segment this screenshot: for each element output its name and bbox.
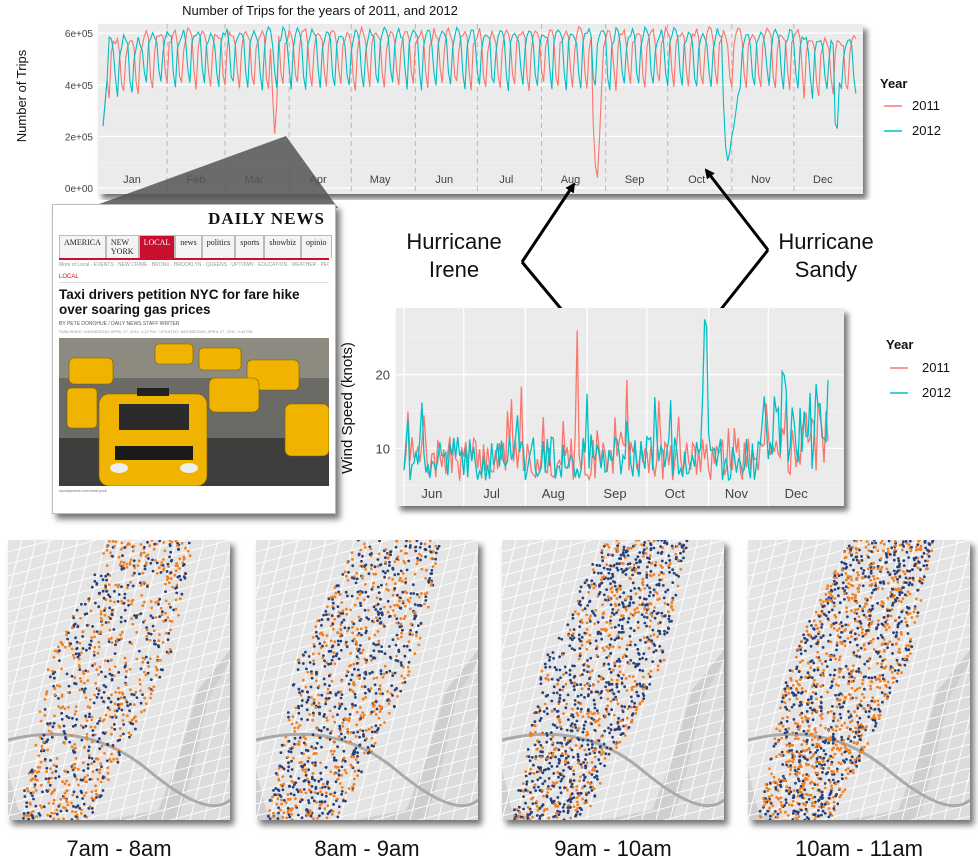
trips-x-tick-label: Jan [123, 174, 141, 186]
sandy-label-line2: Sandy [794, 257, 858, 282]
callout-wedge-shape [88, 136, 338, 208]
trips-series [102, 25, 857, 178]
sandy-arrow-up [704, 168, 770, 251]
wind-x-tick-label: Oct [665, 486, 686, 501]
irene-label-line2: Irene [428, 257, 480, 282]
news-nav-item[interactable]: showbiz [264, 235, 302, 258]
wind-y-tick-label: 20 [376, 368, 390, 383]
trips-legend-title: Year [880, 76, 907, 91]
news-nav-item[interactable]: sports [235, 235, 265, 258]
trips-x-tick-label: Oct [688, 174, 705, 186]
wind-x-tick-label: Aug [542, 486, 565, 501]
news-clipping: DAILY NEWS AMERICA NEW YORK LOCAL news polit… [52, 204, 336, 514]
map-streets [256, 540, 478, 820]
map-highway [748, 732, 970, 808]
trips-y-tick-label: 4e+05 [65, 81, 94, 92]
trips-line-2012 [102, 25, 857, 162]
map-pickup-dots [22, 540, 192, 820]
news-brand-logo: DAILY NEWS [208, 209, 325, 228]
map-pickup-dots [758, 540, 935, 820]
news-nav-item[interactable]: opinio [301, 235, 332, 258]
trips-x-tick-label: Jul [499, 174, 513, 186]
map-land-brooklyn [178, 660, 230, 820]
wind-plot-panel [396, 308, 844, 506]
news-nav-item[interactable]: politics [201, 235, 236, 258]
wind-legend: Year 2011 2012 [886, 337, 951, 400]
wind-legend-title: Year [886, 337, 913, 352]
sandy-label-line1: Hurricane [778, 229, 874, 254]
taxi-photo [59, 338, 329, 486]
hurricane-arrows [520, 168, 770, 324]
news-headline: Taxi drivers petition NYC for fare hike … [59, 287, 300, 317]
wind-y-ticks: 10 20 [376, 368, 390, 457]
map-time-label: 7am - 8am [66, 836, 172, 861]
wind-x-tick-label: Jun [421, 486, 442, 501]
news-meta: PUBLISHED: WEDNESDAY, APRIL 27, 2011, 3:… [59, 329, 253, 334]
map-land-brooklyn [672, 660, 724, 820]
map-pickup-dots [513, 540, 689, 820]
news-byline: BY PETE DONOHUE / DAILY NEWS STAFF WRITE… [59, 321, 180, 327]
trips-y-tick-label: 2e+05 [65, 132, 94, 143]
wind-line-2011 [403, 330, 829, 482]
wind-chart: 10 20 Jun Jul Aug Sep Oct Nov Dec Wind Speed (k… [339, 308, 951, 506]
irene-arrow-up [520, 182, 576, 263]
wind-x-tick-label: Jul [483, 486, 500, 501]
map-land-brooklyn [426, 660, 478, 820]
wind-x-tick-label: Dec [785, 486, 809, 501]
trips-y-axis-label: Number of Trips [14, 49, 29, 142]
wind-y-axis-label: Wind Speed (knots) [339, 342, 356, 474]
news-nav-item[interactable]: news [175, 235, 202, 258]
taxi-map-canvas [8, 540, 230, 820]
trips-y-tick-label: 0e+00 [65, 184, 94, 195]
map-land-manhattan [256, 540, 478, 820]
trips-x-tick-label: May [370, 174, 391, 186]
trips-legend-label-2012: 2012 [912, 123, 941, 138]
news-nav-item[interactable]: LOCAL [138, 235, 176, 258]
trips-y-ticks: 0e+00 2e+05 4e+05 6e+05 [65, 29, 94, 195]
news-nav-item[interactable]: NEW YORK [105, 235, 139, 258]
news-credit: nydailynews.com/new-york [59, 488, 107, 493]
irene-label-line1: Hurricane [406, 229, 502, 254]
trips-y-tick-label: 6e+05 [65, 29, 94, 40]
news-nav-item[interactable]: AMERICA [59, 235, 106, 258]
news-section: LOCAL [59, 274, 329, 283]
taxi-map-1 [8, 540, 230, 820]
trips-x-tick-label: Nov [751, 174, 771, 186]
taxi-map-canvas [748, 540, 970, 820]
trips-x-tick-label: Jun [435, 174, 453, 186]
wind-y-tick-label: 10 [376, 441, 390, 456]
map-highway [502, 732, 724, 808]
wind-series [403, 319, 829, 482]
taxi-map-3 [502, 540, 724, 820]
taxi-map-4 [748, 540, 970, 820]
map-time-label: 10am - 11am [795, 836, 923, 861]
wind-x-tick-label: Nov [725, 486, 749, 501]
trips-x-tick-label: Dec [813, 174, 833, 186]
callout-wedge [88, 136, 338, 208]
wind-legend-label-2011: 2011 [922, 360, 950, 375]
trips-legend-label-2011: 2011 [912, 98, 940, 113]
trips-legend: Year 2011 2012 [880, 76, 941, 138]
map-land-brooklyn [918, 660, 970, 820]
wind-legend-label-2012: 2012 [922, 385, 951, 400]
map-time-label: 8am - 9am [314, 836, 420, 861]
trips-x-tick-label: Sep [625, 174, 645, 186]
map-highway [256, 732, 478, 808]
map-time-label: 9am - 10am [554, 836, 672, 861]
map-highway [8, 732, 230, 808]
news-subnav: More of Local · EVENTS · NEW CRIME · BRO… [59, 262, 329, 268]
taxi-map-canvas [502, 540, 724, 820]
trips-chart-title: Number of Trips for the years of 2011, a… [182, 3, 458, 18]
wind-line-2012 [403, 319, 829, 482]
wind-x-ticks: Jun Jul Aug Sep Oct Nov Dec [421, 486, 808, 501]
map-pickup-dots [267, 540, 441, 820]
taxi-map-canvas [256, 540, 478, 820]
news-nav: AMERICA NEW YORK LOCAL news politics sports sh… [59, 235, 332, 260]
sandy-arrow-down [712, 249, 770, 320]
sandy-label: Hurricane Sandy [768, 228, 884, 284]
taxi-map-2 [256, 540, 478, 820]
wind-x-tick-label: Sep [603, 486, 626, 501]
irene-label: Hurricane Irene [404, 228, 504, 284]
